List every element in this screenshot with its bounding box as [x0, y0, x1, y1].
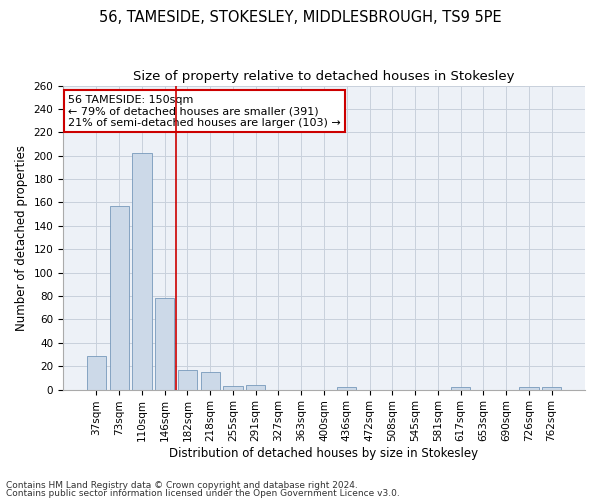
- Text: Contains HM Land Registry data © Crown copyright and database right 2024.: Contains HM Land Registry data © Crown c…: [6, 481, 358, 490]
- Bar: [451, 388, 470, 390]
- Title: Size of property relative to detached houses in Stokesley: Size of property relative to detached ho…: [133, 70, 515, 83]
- Text: 56, TAMESIDE, STOKESLEY, MIDDLESBROUGH, TS9 5PE: 56, TAMESIDE, STOKESLEY, MIDDLESBROUGH, …: [98, 10, 502, 25]
- Text: 56 TAMESIDE: 150sqm
← 79% of detached houses are smaller (391)
21% of semi-detac: 56 TAMESIDE: 150sqm ← 79% of detached ho…: [68, 94, 341, 128]
- Bar: [110, 206, 129, 390]
- Bar: [87, 356, 106, 390]
- Bar: [519, 388, 539, 390]
- Text: Contains public sector information licensed under the Open Government Licence v3: Contains public sector information licen…: [6, 488, 400, 498]
- Bar: [132, 154, 152, 390]
- Y-axis label: Number of detached properties: Number of detached properties: [15, 144, 28, 330]
- Bar: [155, 298, 175, 390]
- Bar: [200, 372, 220, 390]
- Bar: [246, 385, 265, 390]
- X-axis label: Distribution of detached houses by size in Stokesley: Distribution of detached houses by size …: [169, 447, 479, 460]
- Bar: [542, 388, 561, 390]
- Bar: [337, 388, 356, 390]
- Bar: [178, 370, 197, 390]
- Bar: [223, 386, 242, 390]
